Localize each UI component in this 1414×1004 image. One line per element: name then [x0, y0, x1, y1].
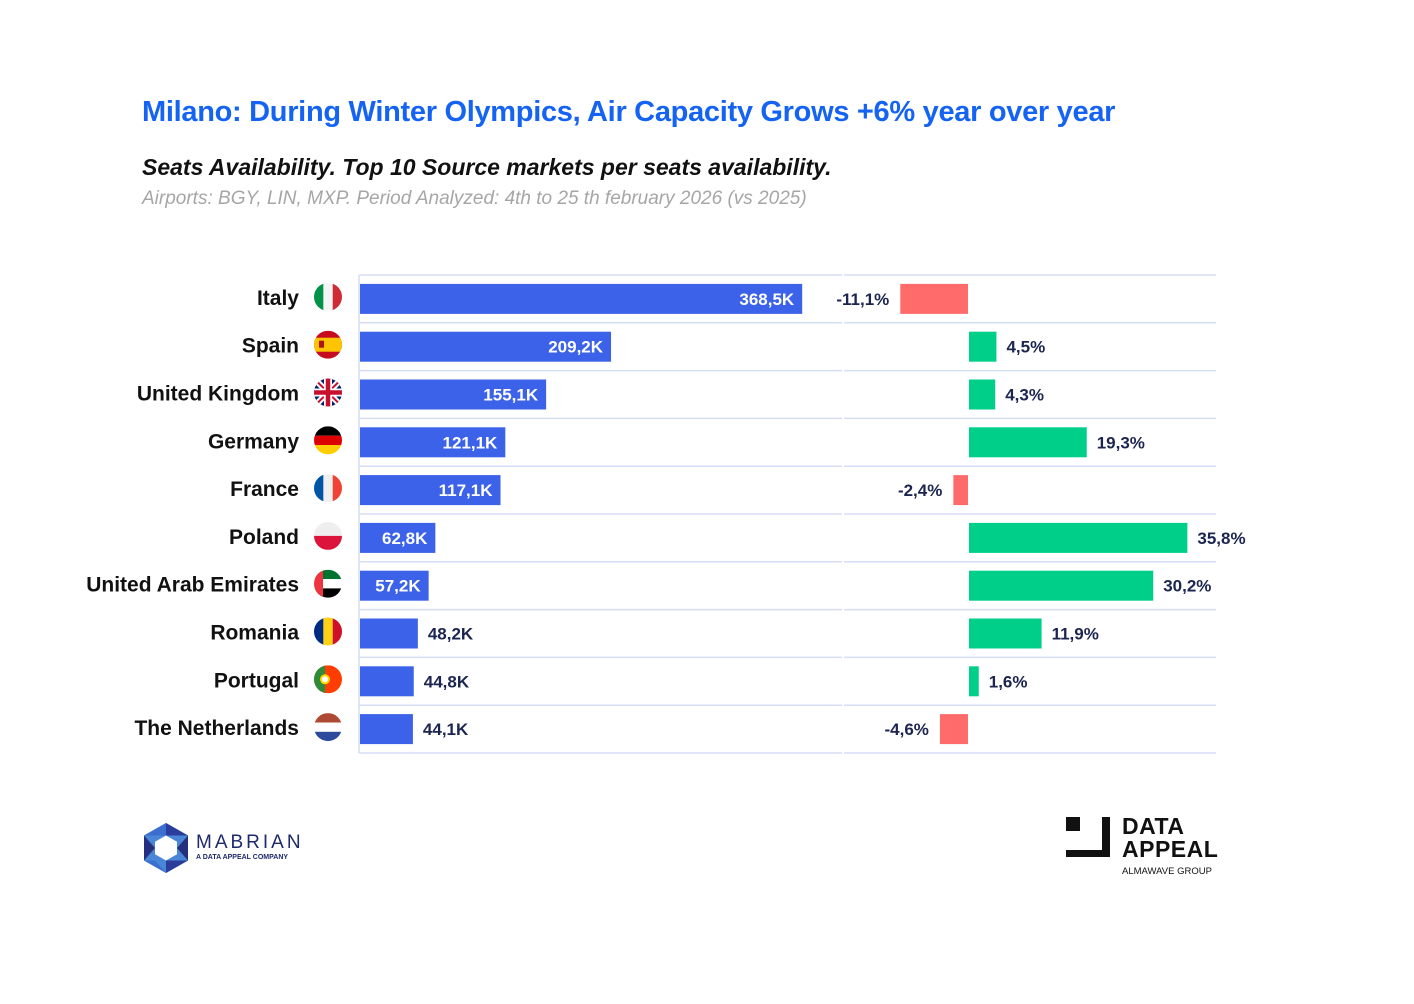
- seats-bar: [360, 618, 418, 649]
- france-flag-icon: [314, 474, 342, 503]
- uk-flag-icon: [314, 378, 342, 407]
- seats-value-label: 155,1K: [483, 386, 539, 405]
- poland-flag-icon: [314, 521, 342, 550]
- change-value-label: 30,2%: [1163, 577, 1211, 596]
- positive-change-bar: [969, 570, 1154, 601]
- positive-change-bar: [969, 331, 997, 362]
- change-value-label: -2,4%: [898, 481, 942, 500]
- netherlands-flag-icon: [314, 713, 342, 742]
- change-value-label: 11,9%: [1052, 625, 1099, 644]
- positive-change-bar: [969, 618, 1042, 649]
- seats-bars: 368,5K 209,2K 155,1K 121,1K 117,1K 62,8K 57,2K…: [360, 283, 803, 745]
- mabrian-name: MABRIAN: [196, 832, 304, 853]
- category-label: Romania: [210, 622, 299, 645]
- seats-value-label: 209,2K: [548, 338, 604, 357]
- chart-note: Airports: BGY, LIN, MXP. Period Analyzed…: [142, 188, 807, 209]
- seats-value-label: 121,1K: [442, 433, 498, 452]
- mabrian-tagline: A DATA APPEAL COMPANY: [196, 854, 289, 861]
- category-label: The Netherlands: [134, 717, 299, 740]
- category-label: Germany: [208, 430, 299, 453]
- portugal-flag-icon: [314, 665, 342, 694]
- chart-subtitle: Seats Availability. Top 10 Source market…: [142, 154, 832, 180]
- category-label: United Kingdom: [137, 383, 299, 406]
- mabrian-logo: MABRIAN A DATA APPEAL COMPANY: [142, 822, 322, 876]
- change-value-label: 1,6%: [989, 672, 1028, 691]
- italy-flag-icon: [314, 282, 342, 311]
- seats-bar: [360, 283, 803, 314]
- seats-bar: [360, 331, 612, 362]
- seats-value-label: 62,8K: [382, 529, 428, 548]
- category-label: Poland: [229, 526, 299, 549]
- change-value-label: -4,6%: [885, 720, 929, 739]
- seats-bar: [360, 475, 501, 506]
- data-appeal-line2: APPEAL: [1122, 836, 1219, 862]
- category-label: Italy: [257, 287, 299, 310]
- germany-flag-icon: [314, 426, 342, 455]
- romania-flag-icon: [314, 617, 342, 646]
- category-label: Portugal: [214, 669, 299, 692]
- negative-change-bar: [939, 714, 968, 745]
- data-appeal-line1: DATA: [1122, 813, 1185, 839]
- change-value-label: 4,3%: [1005, 386, 1044, 405]
- uae-flag-icon: [314, 569, 342, 598]
- change-value-label: 19,3%: [1097, 433, 1145, 452]
- negative-change-bar: [900, 283, 968, 314]
- positive-change-bar: [969, 379, 996, 410]
- positive-change-bar: [969, 427, 1087, 458]
- seats-bar: [360, 570, 429, 601]
- category-label: United Arab Emirates: [86, 574, 299, 597]
- change-value-label: -11,1%: [836, 290, 889, 309]
- category-labels: Italy Spain United Kingdom Germany France Pol…: [86, 287, 299, 740]
- mabrian-hexagon-icon: [144, 823, 188, 873]
- data-appeal-logo: DATA APPEAL ALMAWAVE GROUP: [1066, 815, 1246, 885]
- chart-title: Milano: During Winter Olympics, Air Capa…: [142, 96, 1116, 128]
- category-label: Spain: [242, 335, 299, 358]
- gridlines: [358, 274, 1216, 754]
- spain-flag-icon: [314, 330, 342, 359]
- seats-value-label: 44,8K: [424, 672, 470, 691]
- seats-bar: [360, 714, 413, 745]
- seats-value-label: 117,1K: [439, 481, 494, 500]
- change-value-label: 4,5%: [1006, 338, 1045, 357]
- data-appeal-group: ALMAWAVE GROUP: [1122, 866, 1212, 877]
- positive-change-bar: [969, 522, 1188, 553]
- flag-icons: [314, 282, 342, 742]
- change-bars: -11,1% 4,5% 4,3% 19,3% -2,4% 35,8% 30,2% 11,9% 1…: [836, 283, 1246, 745]
- data-appeal-bracket-icon: [1066, 817, 1110, 857]
- seats-value-label: 48,2K: [428, 625, 474, 644]
- category-label: France: [230, 478, 299, 501]
- seats-bar: [360, 427, 506, 458]
- seats-bar: [360, 379, 547, 410]
- seats-bar: [360, 522, 436, 553]
- seats-value-label: 57,2K: [375, 577, 421, 596]
- positive-change-bar: [969, 666, 979, 697]
- seats-bar: [360, 666, 414, 697]
- seats-value-label: 368,5K: [739, 290, 795, 309]
- change-value-label: 35,8%: [1197, 529, 1245, 548]
- data-appeal-name: DATA APPEAL: [1122, 815, 1218, 861]
- seats-value-label: 44,1K: [423, 720, 469, 739]
- negative-change-bar: [953, 475, 968, 506]
